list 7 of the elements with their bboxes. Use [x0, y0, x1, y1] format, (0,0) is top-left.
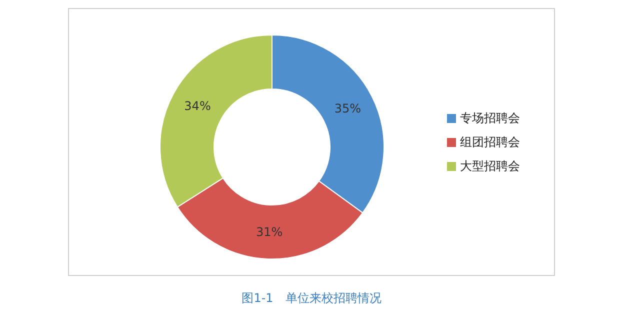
data-label: 35% — [334, 101, 362, 116]
data-label: 34% — [184, 99, 211, 114]
data-label: 31% — [256, 224, 283, 239]
legend-label: 组团招聘会 — [460, 135, 520, 149]
legend-label: 专场招聘会 — [460, 111, 520, 125]
text: 图1-1 单位来校招聘情况 — [240, 290, 382, 307]
legend-label: 大型招聘会 — [460, 159, 520, 173]
